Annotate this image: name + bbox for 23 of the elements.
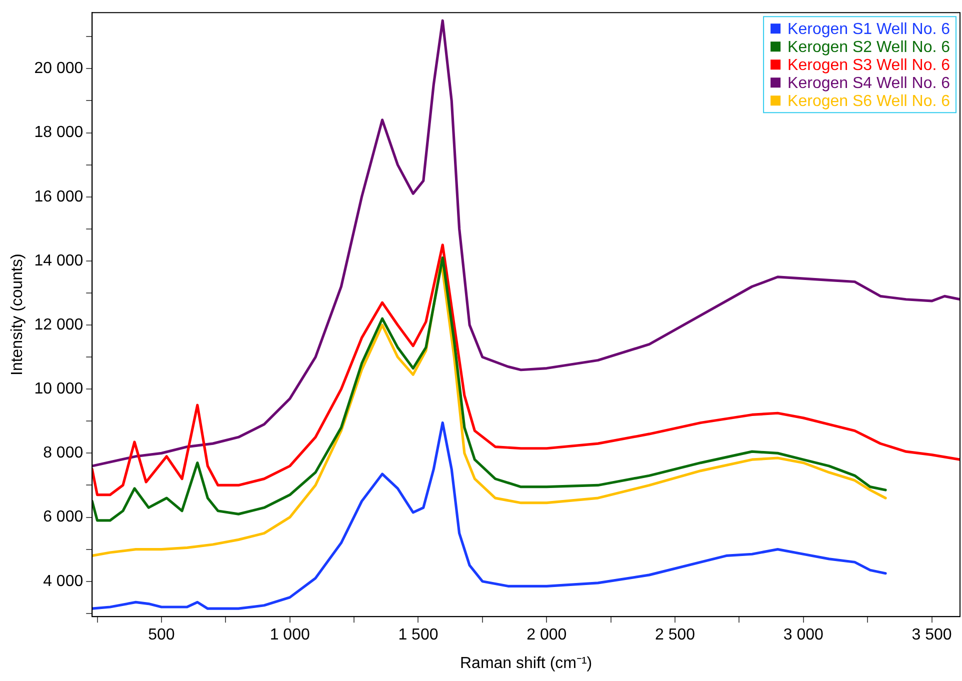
y-tick-label: 20 000 [34,60,84,78]
x-tick-label: 1 500 [398,626,438,644]
x-tick-label: 3 500 [912,626,952,644]
x-tick-label: 3 000 [783,626,824,644]
legend-label: Kerogen S4 Well No. 6 [788,75,950,92]
y-tick-label: 8 000 [43,444,84,462]
y-axis-title: Intensity (counts) [9,254,26,376]
legend-label: Kerogen S2 Well No. 6 [788,39,950,56]
x-tick-label: 2 000 [526,626,567,644]
y-tick-label: 16 000 [34,188,84,206]
y-tick-label: 10 000 [34,380,84,398]
legend-label: Kerogen S1 Well No. 6 [788,21,950,38]
y-tick-label: 4 000 [43,572,84,590]
x-tick-label: 2 500 [654,626,696,644]
legend-label: Kerogen S3 Well No. 6 [788,57,950,74]
y-tick-label: 14 000 [34,252,84,270]
legend-label: Kerogen S6 Well No. 6 [788,93,950,110]
x-axis-title: Raman shift (cm⁻¹) [460,654,592,672]
y-tick-label: 18 000 [34,124,84,142]
x-tick-label: 1 000 [270,626,310,644]
y-tick-label: 12 000 [34,316,84,334]
y-tick-label: 6 000 [43,508,84,526]
x-tick-label: 500 [148,626,175,644]
